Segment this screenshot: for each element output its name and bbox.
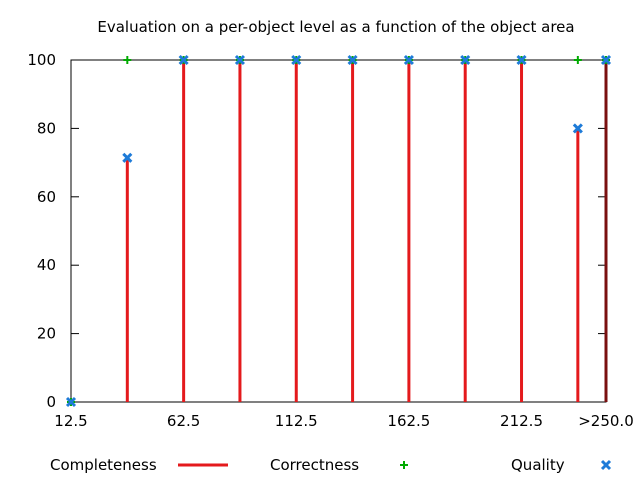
legend-quality-swatch-b [600,459,612,471]
legend-quality-swatch [600,459,612,471]
quality-point [234,54,246,66]
quality-point-b [291,54,302,66]
y-tick-label: 80 [37,119,56,137]
x-tick-label: 162.5 [387,412,430,430]
x-axis: 12.5 62.5 112.5 162.5 212.5 >250.0 [54,60,634,430]
chart-title: Evaluation on a per-object level as a fu… [97,18,574,36]
x-tick-label: >250.0 [578,412,634,430]
y-tick-label: 0 [46,393,56,411]
data-markers [65,54,612,408]
quality-point-b [65,396,77,408]
legend: Completeness Correctness Quality [50,456,612,474]
correctness-point [573,56,582,64]
quality-point-b [600,54,612,66]
quality-point-b [572,123,583,134]
quality-point-b [403,54,414,66]
quality-point [347,54,358,66]
quality-point [516,54,527,66]
quality-point [291,54,302,66]
x-tick-label: 112.5 [275,412,318,430]
x-tick-label: 212.5 [500,412,543,430]
legend-quality-label: Quality [511,456,565,474]
quality-point-b [460,54,471,66]
quality-point [122,152,133,163]
y-tick-label: 20 [37,325,56,343]
plot-frame [70,59,607,403]
quality-point [572,123,583,134]
x-tick-label: 62.5 [167,412,200,430]
legend-correctness-label: Correctness [270,456,359,474]
legend-completeness-label: Completeness [50,456,157,474]
quality-point [65,396,77,408]
y-axis: 0 20 40 60 80 100 [27,51,606,411]
correctness-point [123,56,132,64]
quality-point-b [516,54,527,66]
quality-point [460,54,471,66]
x-tick-label: 12.5 [54,412,87,430]
quality-point [600,54,612,66]
quality-point-b [178,54,189,66]
quality-point-b [234,54,246,66]
quality-point [178,54,189,66]
legend-correctness-swatch [400,461,408,469]
y-tick-label: 100 [27,51,56,69]
quality-point-b [347,54,358,66]
quality-point [403,54,414,66]
completeness-impulses [125,60,608,402]
y-tick-label: 40 [37,256,56,274]
quality-point-b [122,152,133,163]
y-tick-label: 60 [37,188,56,206]
